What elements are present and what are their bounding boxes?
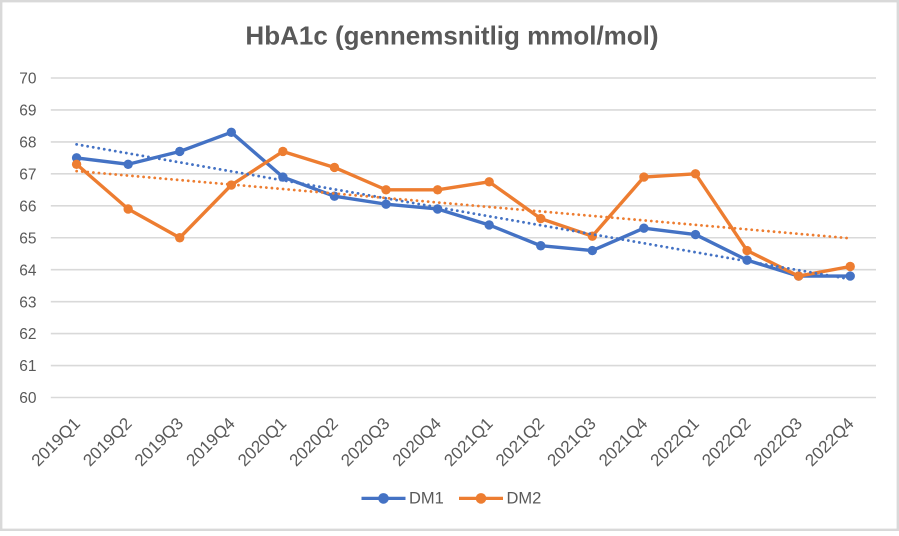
svg-text:60: 60 xyxy=(19,390,37,407)
svg-text:62: 62 xyxy=(19,326,36,343)
svg-text:67: 67 xyxy=(19,166,36,183)
svg-text:66: 66 xyxy=(19,198,36,215)
svg-text:DM1: DM1 xyxy=(409,490,444,508)
svg-text:DM2: DM2 xyxy=(507,490,542,508)
svg-text:HbA1c (gennemsnitlig mmol/mol): HbA1c (gennemsnitlig mmol/mol) xyxy=(245,21,658,51)
svg-text:64: 64 xyxy=(19,262,37,279)
svg-text:70: 70 xyxy=(19,71,37,88)
svg-text:63: 63 xyxy=(19,294,36,311)
svg-text:61: 61 xyxy=(19,358,36,375)
svg-text:65: 65 xyxy=(19,230,36,247)
svg-text:68: 68 xyxy=(19,135,36,152)
svg-text:69: 69 xyxy=(19,103,36,120)
